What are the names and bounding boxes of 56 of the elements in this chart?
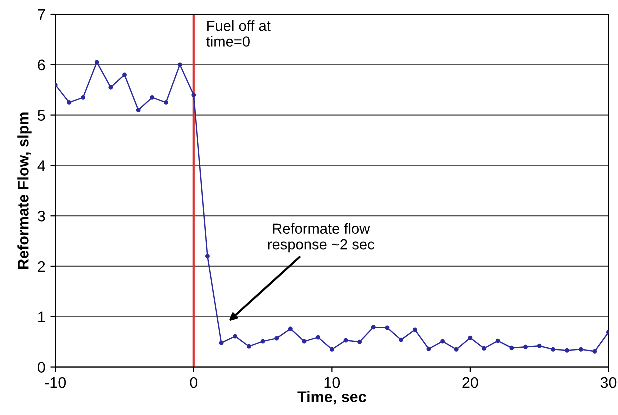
x-tick-label: -10 — [45, 377, 66, 388]
point — [288, 326, 293, 332]
point — [274, 336, 280, 341]
point — [510, 346, 514, 350]
point — [565, 348, 570, 353]
point — [108, 85, 114, 90]
point — [426, 346, 432, 352]
point — [537, 344, 542, 348]
point — [344, 338, 348, 343]
point — [412, 328, 418, 332]
point — [468, 336, 473, 340]
y-tick-label: 1 — [38, 312, 46, 322]
point — [136, 108, 141, 112]
y-tick-label: 2 — [38, 261, 46, 272]
point — [150, 95, 155, 100]
point — [81, 95, 86, 100]
point — [206, 254, 210, 259]
point — [551, 347, 556, 352]
y-tick-label: 5 — [38, 110, 46, 121]
point — [246, 344, 252, 349]
point — [454, 347, 459, 352]
x-tick-label: 10 — [324, 377, 340, 388]
point — [192, 92, 196, 98]
point — [94, 60, 100, 65]
point — [524, 344, 528, 350]
point — [330, 347, 334, 352]
point — [122, 72, 127, 78]
point — [316, 335, 321, 340]
y-tick-label: 0 — [38, 362, 46, 373]
point — [482, 346, 487, 351]
point — [233, 334, 238, 339]
x-axis-title: Time, sec — [298, 391, 366, 405]
point — [164, 100, 168, 105]
point — [385, 326, 390, 330]
point — [260, 339, 266, 344]
y-tick-label: 4 — [38, 160, 46, 172]
x-tick-label: 20 — [462, 377, 478, 388]
x-tick-label: 30 — [600, 377, 617, 388]
point — [578, 347, 584, 352]
point — [358, 340, 362, 344]
y-tick-label: 6 — [38, 60, 46, 71]
point — [592, 349, 598, 354]
annotation: Reformate flow response ~2 sec — [268, 223, 374, 253]
x-tick-label: 0 — [190, 377, 198, 388]
y-axis-title: Reformate Flow, slpm — [18, 112, 32, 269]
point — [219, 340, 224, 346]
annotation: Fuel off at time=0 — [206, 20, 271, 47]
y-tick-label: 7 — [38, 10, 46, 20]
point — [440, 339, 446, 344]
point — [371, 325, 376, 330]
point — [67, 100, 72, 105]
point — [496, 338, 500, 344]
y-tick-label: 3 — [38, 210, 46, 222]
point — [302, 339, 307, 344]
point — [399, 338, 404, 342]
point — [178, 62, 182, 68]
